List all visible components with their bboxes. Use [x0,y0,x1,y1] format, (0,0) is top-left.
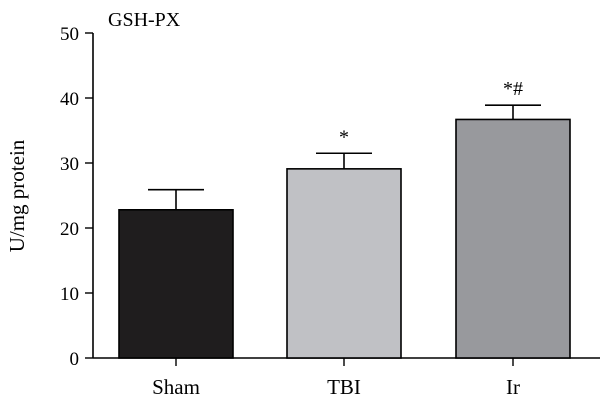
y-tick-label: 30 [60,154,79,175]
y-axis-label: U/mg protein [5,139,29,252]
x-category-label: TBI [327,375,361,399]
bar-ir [455,118,571,359]
x-category-label: Ir [506,375,520,399]
y-tick-label: 0 [70,349,80,370]
y-tick-label: 20 [60,219,79,240]
y-tick-label: 40 [60,89,79,110]
significance-marker: *# [503,78,523,100]
significance-marker: * [339,126,349,148]
bar-tbi [286,168,402,359]
chart-title: GSH-PX [108,9,181,31]
y-tick-label: 10 [60,284,79,305]
x-category-label: Sham [152,375,200,399]
bar-sham [118,209,234,359]
y-tick-label: 50 [60,24,79,45]
plot-area: 0 10 20 30 40 50 Sham * TBI *# Ir [60,24,600,399]
